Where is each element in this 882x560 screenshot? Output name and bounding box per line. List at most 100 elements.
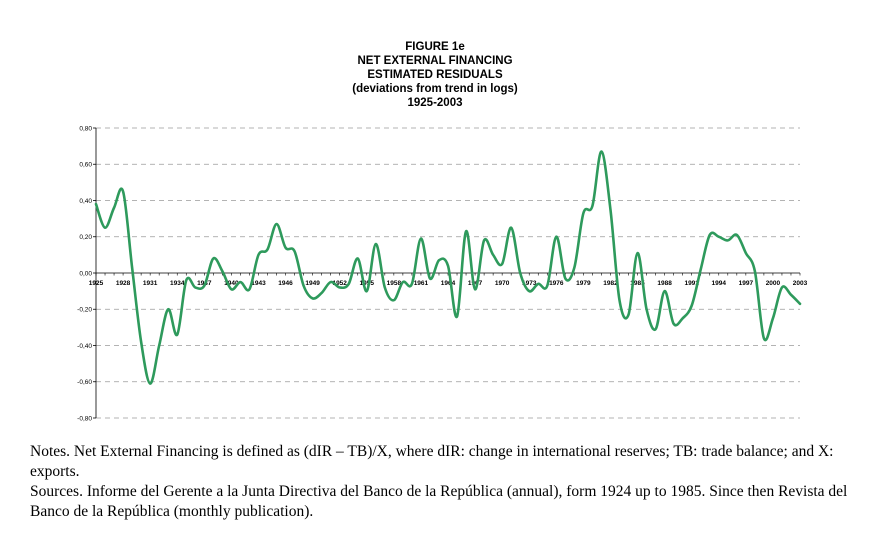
x-tick-label: 1979 <box>576 280 591 287</box>
x-tick-label: 1952 <box>332 280 347 287</box>
data-point <box>781 286 783 288</box>
data-point <box>736 234 738 236</box>
chart-subtitle-period: 1925-2003 <box>407 97 463 109</box>
data-point <box>113 207 115 209</box>
data-point <box>212 257 214 259</box>
data-point <box>104 226 106 228</box>
data-point <box>311 297 313 299</box>
data-point <box>329 281 331 283</box>
data-point <box>564 277 566 279</box>
y-tick-label: -0,80 <box>77 415 92 422</box>
data-point <box>366 290 368 292</box>
data-point <box>573 266 575 268</box>
data-point <box>438 259 440 261</box>
y-tick-label: 0,60 <box>79 162 92 169</box>
data-point <box>429 277 431 279</box>
data-point <box>230 288 232 290</box>
data-point <box>519 272 521 274</box>
x-tick-label: 1946 <box>278 280 293 287</box>
y-tick-label: 0,80 <box>79 125 92 132</box>
data-point <box>546 284 548 286</box>
data-point <box>95 203 97 205</box>
residuals-series-line <box>94 150 802 385</box>
data-point <box>176 333 178 335</box>
data-point <box>402 281 404 283</box>
data-point <box>284 246 286 248</box>
data-point <box>510 226 512 228</box>
data-point <box>690 304 692 306</box>
data-point <box>555 236 557 238</box>
data-point <box>456 315 458 317</box>
data-point <box>149 382 151 384</box>
x-tick-label: 1940 <box>224 280 239 287</box>
chart-title-block: FIGURE 1e NET EXTERNAL FINANCING ESTIMAT… <box>240 40 630 110</box>
x-tick-label: 1958 <box>387 280 402 287</box>
data-point <box>492 254 494 256</box>
data-point <box>663 290 665 292</box>
x-tick-label: 1991 <box>684 280 699 287</box>
data-point <box>727 239 729 241</box>
x-tick-label: 1931 <box>143 280 158 287</box>
data-point <box>122 190 124 192</box>
data-point <box>591 205 593 207</box>
data-point <box>537 283 539 285</box>
data-point <box>763 337 765 339</box>
x-tick-label: 1973 <box>522 280 537 287</box>
y-tick-label: 0,40 <box>79 198 92 205</box>
data-point <box>790 294 792 296</box>
data-point <box>654 328 656 330</box>
x-tick-label: 1997 <box>739 280 754 287</box>
data-point <box>474 288 476 290</box>
chart-title-line-1: NET EXTERNAL FINANCING <box>357 55 513 67</box>
x-tick-label: 1949 <box>305 280 320 287</box>
data-point <box>348 283 350 285</box>
data-point <box>140 341 142 343</box>
x-tick-label: 1964 <box>441 280 456 287</box>
line-chart: 0,80 0,60 0,40 0,20 -0,20 -0,40 -0,60 -0,80 0,00… <box>77 125 807 422</box>
data-point <box>465 230 467 232</box>
data-point <box>194 286 196 288</box>
data-point <box>158 344 160 346</box>
data-point <box>627 313 629 315</box>
x-tick-label: 1994 <box>712 280 727 287</box>
data-point <box>618 299 620 301</box>
data-point <box>582 212 584 214</box>
data-point <box>447 265 449 267</box>
data-point <box>609 208 611 210</box>
x-tick-label: 1982 <box>603 280 618 287</box>
data-point <box>266 248 268 250</box>
data-point <box>718 236 720 238</box>
x-tick-label: 1955 <box>360 280 375 287</box>
x-tick-label: 1943 <box>251 280 266 287</box>
data-point <box>636 252 638 254</box>
data-point <box>167 308 169 310</box>
data-point <box>248 288 250 290</box>
x-tick-label: 2000 <box>766 280 781 287</box>
y-tick-label: 0,20 <box>79 234 92 241</box>
data-point <box>754 270 756 272</box>
data-point <box>411 283 413 285</box>
x-tick-label: 1961 <box>414 280 429 287</box>
data-point <box>320 292 322 294</box>
data-point <box>375 243 377 245</box>
y-tick-label: -0,20 <box>77 307 92 314</box>
data-point <box>645 308 647 310</box>
notes-paragraph: Notes. Net External Financing is defined… <box>30 443 834 480</box>
y-tick-label: -0,40 <box>77 343 92 350</box>
figure-number: FIGURE 1e <box>405 41 465 53</box>
data-point <box>745 252 747 254</box>
x-tick-label: 1985 <box>630 280 645 287</box>
data-point <box>420 237 422 239</box>
x-tick-label: 1988 <box>657 280 672 287</box>
y-tick-label: -0,60 <box>77 379 92 386</box>
x-tick-label: 1925 <box>89 280 104 287</box>
data-point <box>700 268 702 270</box>
x-tick-label: 1934 <box>170 280 185 287</box>
data-point <box>221 270 223 272</box>
data-point <box>357 257 359 259</box>
x-tick-label: 1976 <box>549 280 564 287</box>
data-point <box>384 286 386 288</box>
data-point <box>131 266 133 268</box>
data-point <box>501 263 503 265</box>
data-point <box>799 303 801 305</box>
